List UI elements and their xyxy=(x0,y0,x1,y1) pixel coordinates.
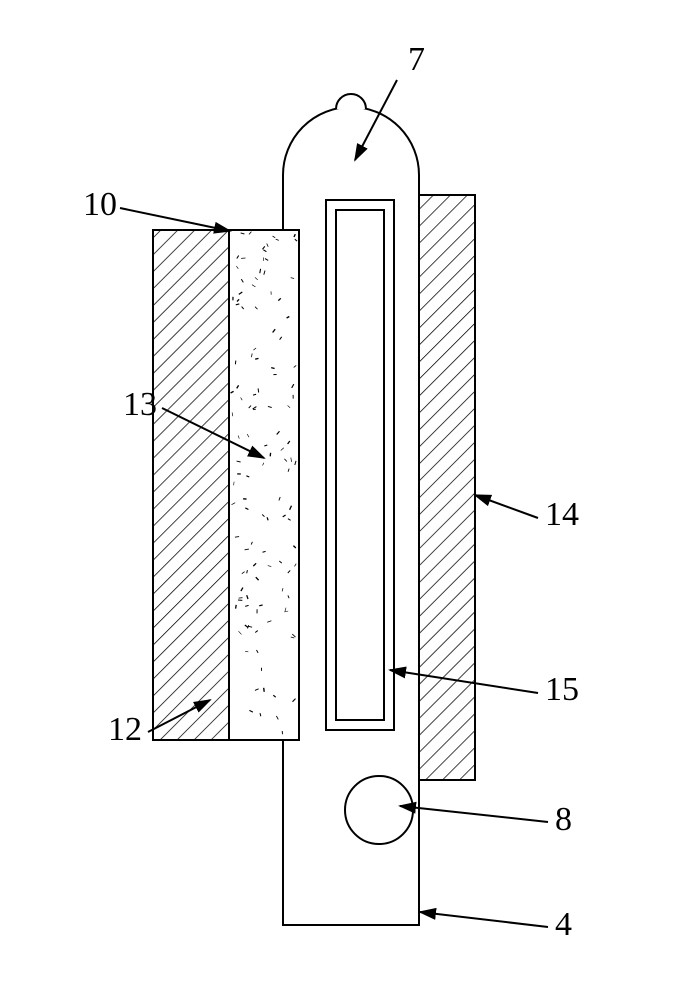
speckle-block-13 xyxy=(229,230,299,740)
left-block-12 xyxy=(153,230,229,740)
label-13: 13 xyxy=(123,386,157,423)
label-4: 4 xyxy=(555,906,572,943)
circle-8 xyxy=(345,776,413,844)
leader-4 xyxy=(420,912,548,927)
label-7: 7 xyxy=(408,41,425,78)
leader-14 xyxy=(475,495,538,518)
right-block-14 xyxy=(419,195,475,780)
label-14: 14 xyxy=(545,496,579,533)
label-12: 12 xyxy=(108,711,142,748)
diagram-canvas: 4 7 8 10 12 13 14 15 xyxy=(0,0,700,1000)
label-10: 10 xyxy=(83,186,117,223)
dome-7 xyxy=(336,94,366,109)
label-15: 15 xyxy=(545,671,579,708)
label-8: 8 xyxy=(555,801,572,838)
leader-10 xyxy=(120,208,230,231)
leader-8 xyxy=(400,806,548,822)
